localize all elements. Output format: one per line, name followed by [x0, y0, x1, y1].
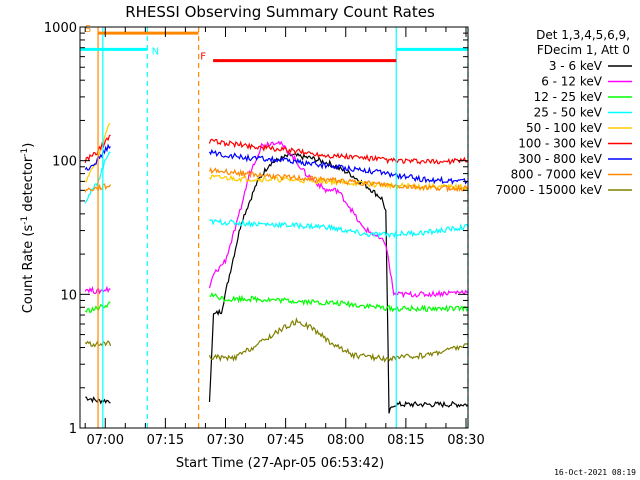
x-tick-label-0830: 08:30	[447, 433, 484, 448]
plot-frame	[79, 26, 469, 429]
flag-label-f: F	[200, 52, 206, 63]
legend-label-300-800-kev: 300 - 800 keV	[518, 152, 602, 166]
y-axis-ticks: 1 10 100 1000	[44, 21, 468, 437]
y-axis-label-sup2: -1	[20, 148, 30, 157]
x-tick-label-0800: 08:00	[327, 433, 364, 448]
y-tick-label-100: 100	[52, 155, 77, 170]
x-tick-label-0730: 07:30	[207, 433, 244, 448]
legend-header-line2: FDecim 1, Att 0	[537, 43, 630, 57]
chart-title: RHESSI Observing Summary Count Rates	[125, 3, 435, 21]
series-line-800-7000-kev-1	[208, 166, 469, 193]
series-line-7000-15000-kev-1	[208, 317, 469, 363]
y-tick-label-1000: 1000	[44, 21, 77, 36]
series-line-100-300-kev-1	[208, 138, 469, 166]
x-tick-label-0815: 08:15	[387, 433, 424, 448]
x-axis-ticks: 07:00 07:15 07:30 07:45 08:00 08:15 08:30	[84, 27, 485, 448]
legend-label-50-100-kev: 50 - 100 keV	[526, 121, 603, 135]
series-line-6-12-kev-1	[208, 140, 469, 299]
y-tick-label-10: 10	[60, 288, 77, 303]
y-axis-label-close: )	[21, 143, 36, 148]
series-line-300-800-kev-1	[208, 148, 469, 185]
flag-label-s: S	[85, 24, 91, 35]
y-tick-label-1: 1	[69, 422, 77, 437]
y-axis-label-main: Count Rate (s	[21, 225, 36, 314]
legend-header-line1: Det 1,3,4,5,6,9,	[536, 28, 630, 42]
legend-label-800-7000-kev: 800 - 7000 keV	[511, 168, 603, 182]
flag-label-n: N	[152, 46, 159, 57]
x-tick-label-0700: 07:00	[87, 433, 124, 448]
legend-label-25-50-kev: 25 - 50 keV	[534, 106, 603, 120]
generation-timestamp: 16-Oct-2021 08:19	[554, 468, 636, 477]
y-axis-label-mid: detector	[21, 156, 36, 216]
legend-label-12-25-kev: 12 - 25 keV	[534, 90, 603, 104]
legend-label-7000-15000-kev: 7000 - 15000 keV	[495, 183, 602, 197]
legend-label-6-12-kev: 6 - 12 keV	[541, 75, 603, 89]
series-line-12-25-kev-1	[209, 291, 469, 313]
x-tick-label-0715: 07:15	[147, 433, 184, 448]
series-line-25-50-kev-1	[209, 218, 469, 239]
y-axis-label-sup1: -1	[20, 216, 30, 225]
x-tick-label-0745: 07:45	[267, 433, 304, 448]
legend-label-3-6-kev: 3 - 6 keV	[549, 59, 603, 73]
segment-layer: S N F	[80, 24, 468, 63]
x-axis-label: Start Time (27-Apr-05 06:53:42)	[176, 456, 384, 471]
y-axis-label: Count Rate (s-1 detector-1)	[20, 143, 36, 314]
legend-label-100-300-kev: 100 - 300 keV	[518, 137, 602, 151]
